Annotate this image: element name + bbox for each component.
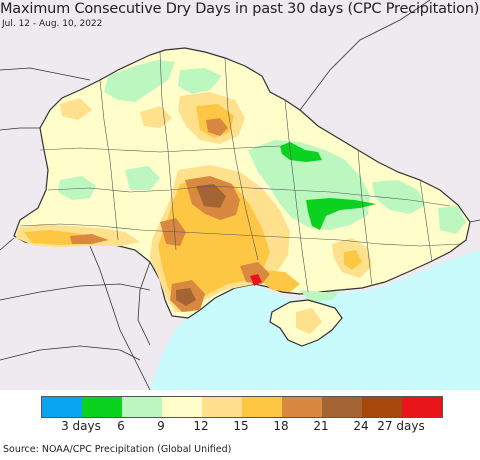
legend-label: 9 xyxy=(157,419,165,433)
legend-label: 27 days xyxy=(377,419,425,433)
legend-swatch xyxy=(202,397,242,417)
region-15-days xyxy=(140,106,172,128)
legend-label: 15 xyxy=(233,419,249,433)
region-9-days xyxy=(372,180,425,214)
legend-swatch xyxy=(82,397,122,417)
region-9-days xyxy=(104,60,175,102)
legend-swatch xyxy=(362,397,402,417)
region-9-days xyxy=(58,176,96,200)
source-credit: Source: NOAA/CPC Precipitation (Global U… xyxy=(3,444,232,455)
legend-label: 12 xyxy=(193,419,209,433)
region-21-days xyxy=(160,218,186,246)
legend-label: 24 xyxy=(353,419,369,433)
region-9-days xyxy=(300,290,340,302)
legend-swatch xyxy=(282,397,322,417)
legend-label: 21 xyxy=(313,419,329,433)
legend-labels: 3 days 6 9 12 15 18 21 24 27 days xyxy=(0,419,480,435)
region-21-days xyxy=(240,262,270,284)
dry-days-map xyxy=(0,0,480,390)
legend-swatch xyxy=(122,397,162,417)
country-borders xyxy=(0,0,480,390)
region-27-days xyxy=(250,274,262,286)
legend-swatch xyxy=(42,397,82,417)
region-15-days xyxy=(60,98,92,120)
region-6-days xyxy=(280,142,322,162)
region-21-days xyxy=(70,234,108,244)
region-18-days xyxy=(158,178,270,304)
color-legend xyxy=(41,396,443,418)
region-18-days xyxy=(344,250,362,270)
region-21-days xyxy=(206,118,228,136)
legend-label: 18 xyxy=(273,419,289,433)
legend-label: 6 xyxy=(117,419,125,433)
region-6-days xyxy=(306,198,376,230)
legend-swatch xyxy=(322,397,362,417)
region-9-days xyxy=(125,166,160,190)
map-title: Maximum Consecutive Dry Days in past 30 … xyxy=(0,1,480,17)
legend-label: 3 days xyxy=(61,419,101,433)
region-24-days xyxy=(176,288,196,306)
legend-swatch xyxy=(402,397,442,417)
region-18-days xyxy=(262,270,300,292)
oblast-borders xyxy=(19,51,461,293)
region-15-days xyxy=(296,308,322,334)
legend-swatch xyxy=(242,397,282,417)
region-9-days xyxy=(178,68,222,94)
legend-swatch xyxy=(162,397,202,417)
region-24-days xyxy=(196,184,226,208)
region-9-days xyxy=(438,206,466,234)
date-range: Jul. 12 - Aug. 10, 2022 xyxy=(2,19,103,29)
